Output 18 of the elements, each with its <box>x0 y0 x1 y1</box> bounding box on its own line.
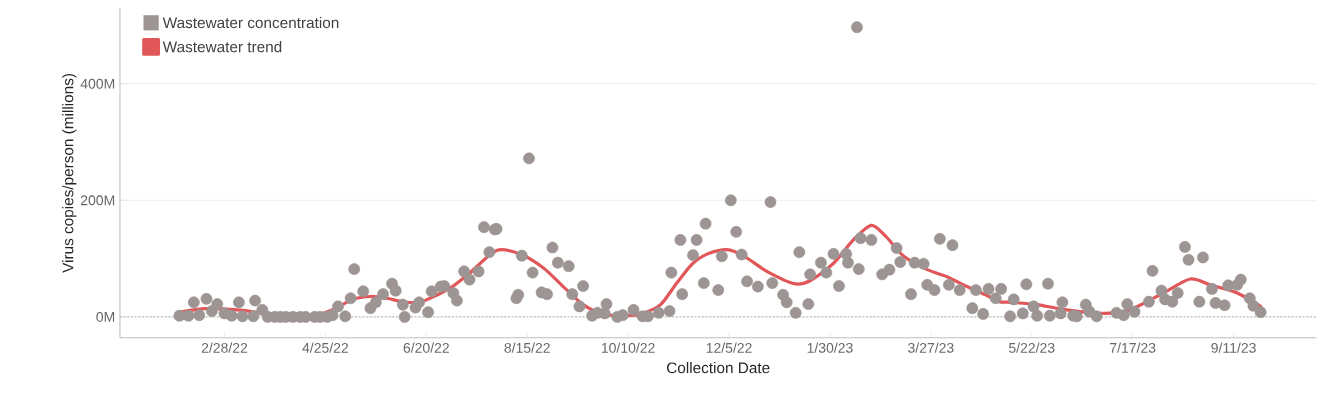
x-tick-label: 6/20/22 <box>403 342 449 353</box>
x-tick-label: 7/17/23 <box>1110 342 1156 353</box>
y-tick-label: 400M <box>80 78 115 89</box>
legend-label: Wastewater concentration <box>162 16 339 29</box>
legend-label: Wastewater trend <box>162 41 282 53</box>
x-tick-label: 4/25/22 <box>302 342 349 353</box>
x-tick-label: 3/27/23 <box>908 342 954 353</box>
x-tick-label: 10/10/22 <box>601 342 655 353</box>
x-tick-label: 12/5/22 <box>706 342 752 353</box>
x-axis-title: Collection Date <box>667 362 770 374</box>
y-tick-label: 200M <box>80 195 115 206</box>
x-tick-label: 1/30/23 <box>807 342 853 353</box>
x-tick-label: 8/15/22 <box>504 342 550 353</box>
y-tick-label: 0M <box>96 312 115 322</box>
x-tick-label: 9/11/23 <box>1211 342 1256 353</box>
y-axis-title: Virus copies/person (millions) <box>62 74 77 273</box>
x-tick-label: 2/28/22 <box>201 342 248 353</box>
x-tick-label: 5/22/23 <box>1008 342 1055 353</box>
